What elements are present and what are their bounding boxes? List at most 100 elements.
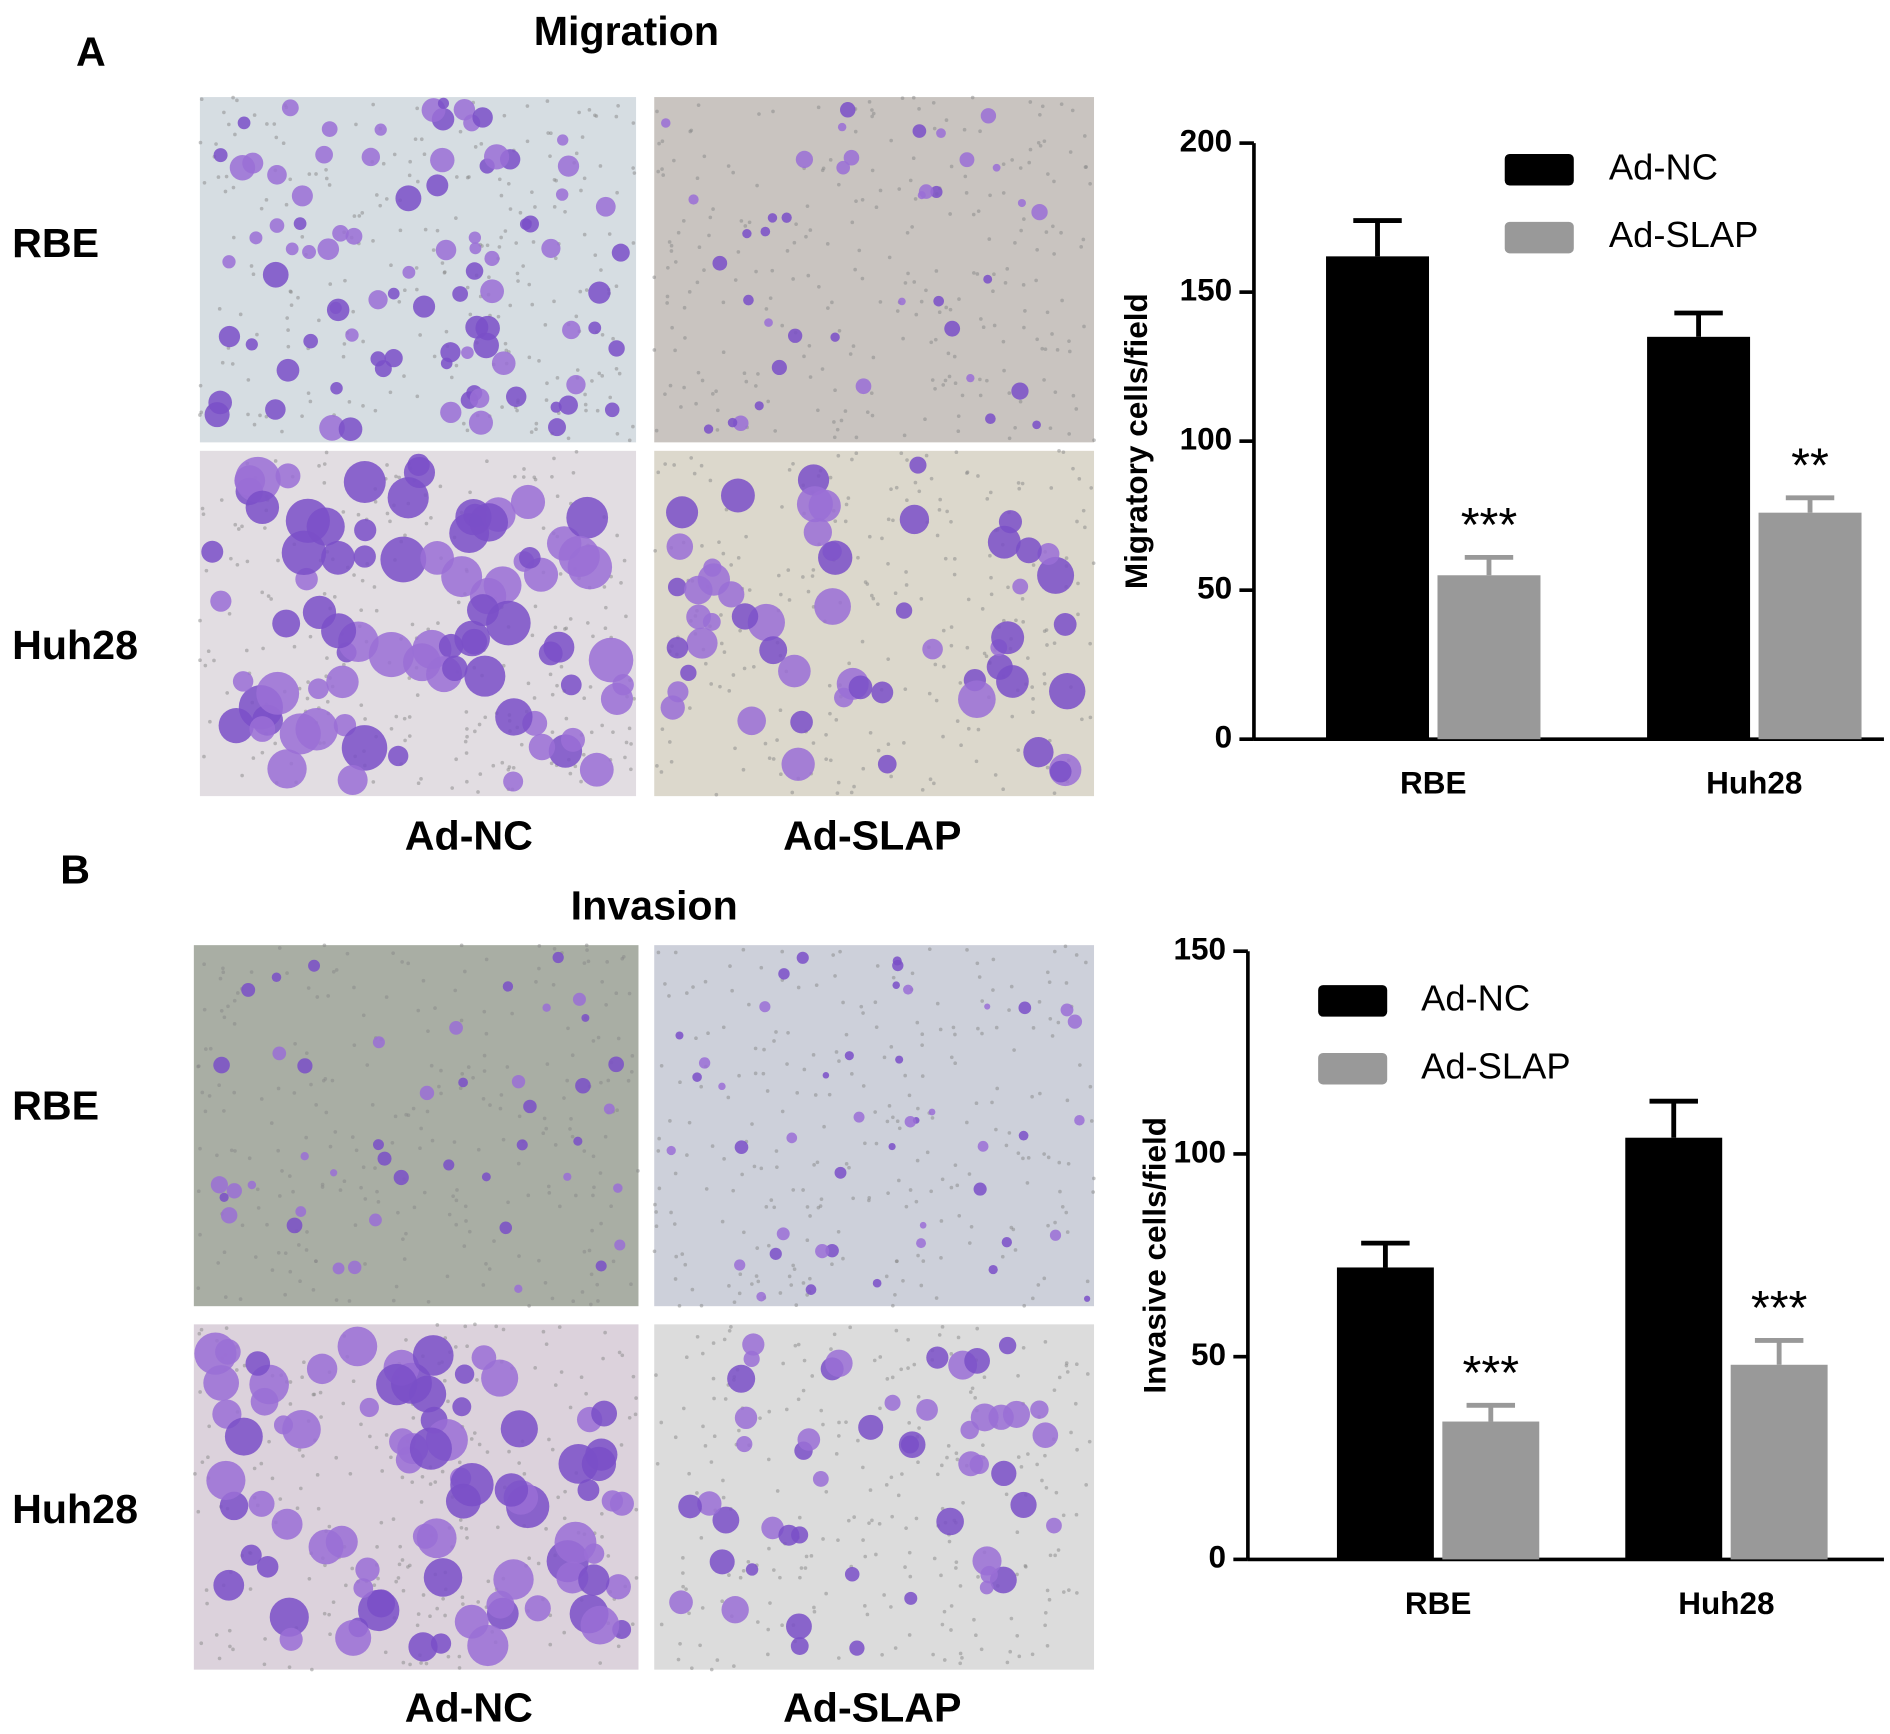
pore <box>519 742 524 747</box>
pore <box>1034 278 1038 283</box>
pore <box>508 207 513 211</box>
cell <box>1046 1517 1062 1534</box>
cell <box>778 654 811 688</box>
pore <box>430 1138 435 1143</box>
pore <box>815 1160 820 1165</box>
pore <box>1022 325 1026 330</box>
cell <box>317 238 340 260</box>
cell <box>353 1578 374 1598</box>
pore <box>319 1415 323 1419</box>
pore <box>900 1472 904 1476</box>
pore <box>733 278 738 282</box>
pore <box>442 270 447 274</box>
pore <box>702 268 706 272</box>
pore <box>627 991 632 996</box>
pore <box>978 393 983 398</box>
cell <box>321 121 338 137</box>
pore <box>894 1328 899 1333</box>
cell <box>836 160 851 175</box>
pore <box>949 1055 954 1060</box>
pore <box>615 1108 619 1113</box>
cell <box>524 1595 551 1622</box>
pore <box>763 741 768 746</box>
pore <box>1063 944 1068 949</box>
pore <box>234 1368 239 1372</box>
pore <box>935 533 940 538</box>
pore <box>730 988 734 993</box>
cell <box>581 1013 590 1022</box>
pore <box>946 1443 951 1448</box>
pore <box>1054 1490 1059 1495</box>
pore <box>659 1420 664 1425</box>
cell <box>669 1590 693 1615</box>
pore <box>753 1071 758 1076</box>
pore <box>415 1623 420 1628</box>
pore <box>691 985 695 989</box>
cell <box>412 1523 438 1549</box>
pore <box>401 1660 406 1665</box>
cell <box>900 1435 920 1454</box>
pore <box>1047 980 1052 984</box>
pore <box>1087 1439 1092 1444</box>
cell <box>237 116 251 130</box>
cell <box>330 382 343 395</box>
pore <box>780 505 784 509</box>
pore <box>232 1022 237 1026</box>
pore <box>473 145 478 149</box>
cell <box>269 218 285 233</box>
pore <box>953 381 958 386</box>
pore <box>421 978 426 983</box>
pore <box>438 484 443 489</box>
pore <box>1042 629 1047 633</box>
pore <box>600 1511 604 1516</box>
pore <box>944 305 949 310</box>
cell <box>442 655 468 682</box>
pore <box>687 1611 691 1616</box>
pore <box>286 344 291 349</box>
pore <box>231 1647 235 1652</box>
cell <box>467 594 499 627</box>
pore <box>865 582 870 586</box>
pore <box>737 1073 741 1078</box>
cell <box>996 665 1029 698</box>
pore <box>977 975 982 979</box>
pore <box>681 219 686 223</box>
pore <box>703 979 708 984</box>
pore <box>482 1069 487 1073</box>
pore <box>200 1090 205 1095</box>
pore <box>754 1274 759 1278</box>
pore <box>600 723 604 728</box>
cell <box>269 1597 309 1637</box>
pore <box>502 113 507 118</box>
pore <box>849 790 854 795</box>
pore <box>768 296 773 300</box>
pore <box>393 1114 398 1119</box>
pore <box>715 428 720 432</box>
pore <box>447 1212 452 1217</box>
pore <box>517 1114 522 1119</box>
pore <box>419 137 424 142</box>
pore <box>683 336 687 340</box>
cell <box>822 1072 830 1079</box>
pore <box>306 986 311 990</box>
pore <box>203 663 208 668</box>
pore <box>893 1646 898 1650</box>
pore <box>454 1345 458 1349</box>
cell <box>837 122 847 132</box>
y-tick-label: 0 <box>1215 719 1233 755</box>
cell <box>440 401 462 424</box>
cell <box>286 1217 303 1234</box>
pore <box>721 1495 726 1500</box>
pore <box>774 1149 779 1153</box>
cell <box>871 681 894 704</box>
pore <box>259 1461 264 1466</box>
pore <box>273 741 278 746</box>
cell <box>743 1350 760 1367</box>
pore <box>414 266 419 270</box>
pore <box>1050 332 1054 336</box>
pore <box>342 662 346 667</box>
pore <box>1005 1660 1010 1665</box>
cell <box>575 1077 591 1094</box>
pore <box>721 350 726 355</box>
pore <box>1084 960 1088 965</box>
